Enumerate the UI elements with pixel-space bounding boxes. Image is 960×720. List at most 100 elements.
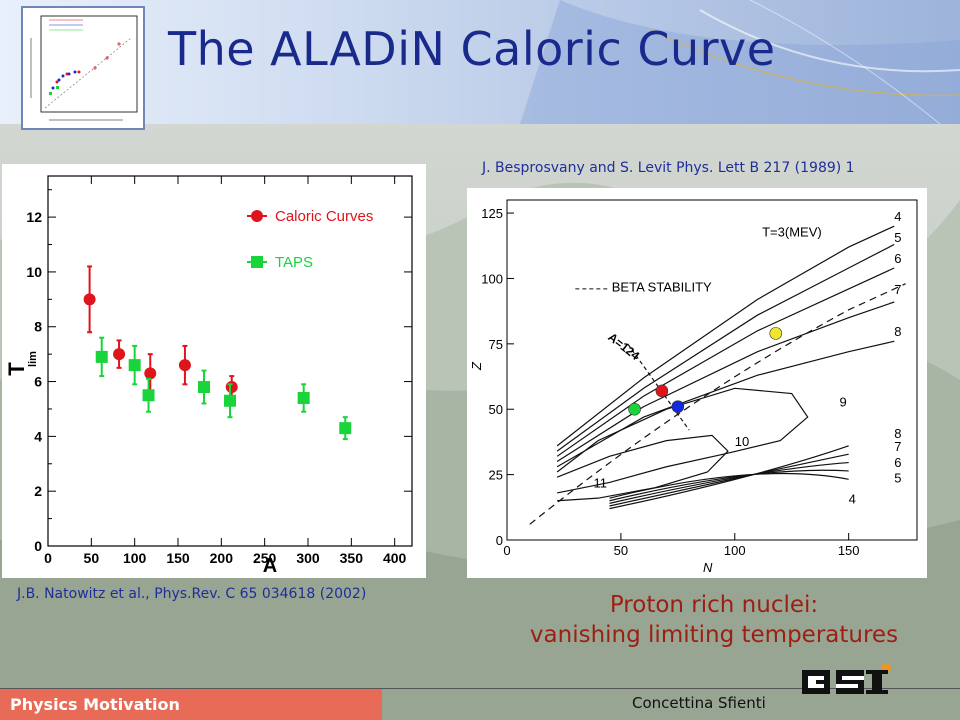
legend-marker-caloric (251, 210, 263, 222)
plot-frame (47, 175, 413, 547)
contour-label: 10 (735, 434, 749, 449)
plot-frame (506, 199, 918, 541)
footer-divider (0, 688, 960, 689)
reference-natowitz: J.B. Natowitz et al., Phys.Rev. C 65 034… (17, 586, 367, 602)
footer-section-label: Physics Motivation (0, 689, 382, 720)
contour-label: 6 (894, 251, 901, 266)
legend-label: TAPS (275, 254, 313, 271)
tlim-vs-a-chart: 0 50 100 150 200 250 300 350 400 0 2 4 6 8 10 12 Calori… (4, 175, 413, 577)
y-tick-label: 10 (26, 264, 42, 280)
data-point-caloric (113, 348, 126, 361)
thumbnail-chart-icon (30, 15, 138, 121)
x-tick-label: 50 (84, 550, 100, 566)
header-decoration (520, 0, 960, 124)
nucleus-marker (671, 400, 685, 413)
nucleus-marker (655, 384, 669, 398)
contour-label: 8 (894, 324, 901, 339)
contour-curve (556, 301, 895, 463)
data-point-taps (297, 392, 310, 404)
x-tick-label: 100 (724, 543, 746, 558)
temperature-label: T=3(MEV) (762, 225, 822, 240)
x-tick-label: 300 (296, 550, 320, 566)
x-tick-label: 250 (253, 550, 277, 566)
y-tick-label: 100 (481, 271, 503, 286)
data-point-caloric (83, 293, 96, 306)
contour-curve (556, 243, 895, 452)
x-tick-label: 100 (123, 550, 147, 566)
contour-label: 7 (894, 439, 901, 454)
y-tick-label: 0 (34, 538, 42, 554)
x-tick-label: 0 (503, 543, 510, 558)
data-point-caloric (144, 367, 157, 380)
thumbnail-caloric-curve-figure (21, 6, 145, 130)
y-axis-label: T lim (4, 351, 39, 376)
legend-marker-taps (251, 256, 263, 268)
chart-panel-n-z-plane: 0 50 100 150 0 25 50 75 100 125 T=3(MEV) BETA STAB… (467, 188, 927, 578)
data-point-taps (142, 389, 155, 402)
svg-text:lim: lim (27, 351, 39, 367)
x-tick-label: 350 (340, 550, 364, 566)
data-point-taps (95, 350, 108, 363)
x-tick-label: 50 (614, 543, 628, 558)
svg-text:T: T (4, 362, 29, 376)
x-tick-label: 0 (44, 550, 52, 566)
chart-panel-tlim-vs-a: 0 50 100 150 200 250 300 350 400 0 2 4 6 8 10 12 Calori… (2, 164, 426, 578)
contour-curve (556, 340, 895, 468)
data-point-taps (224, 394, 236, 407)
x-tick-label: 400 (383, 550, 407, 566)
gsi-logo-icon (802, 663, 891, 694)
x-axis-label: A (263, 555, 277, 577)
contour-curve-lower (609, 461, 849, 504)
data-point-taps (128, 359, 141, 372)
n-axis-label: N (703, 560, 713, 575)
data-point-taps (339, 422, 352, 435)
legend-label: Caloric Curves (275, 208, 373, 225)
y-tick-label: 75 (489, 337, 503, 352)
contour-label: 7 (894, 282, 901, 297)
contour-curve-lower (609, 453, 849, 507)
x-tick-label: 200 (210, 550, 234, 566)
author-name: Concettina Sfienti (632, 694, 766, 712)
contour-curve (556, 225, 895, 447)
y-tick-label: 0 (496, 533, 503, 548)
y-tick-label: 25 (489, 468, 503, 483)
contour-curve-9 (556, 387, 809, 494)
nucleus-marker (769, 327, 783, 340)
contour-label: 5 (894, 230, 901, 245)
y-tick-label: 12 (26, 209, 42, 225)
conclusion-line-2: vanishing limiting temperatures (529, 622, 899, 648)
contour-label: 11 (594, 476, 608, 491)
beta-stability-line (529, 283, 906, 525)
isobar-label: A=124 (605, 330, 642, 363)
y-tick-label: 8 (34, 319, 42, 335)
x-tick-label: 150 (166, 550, 190, 566)
data-point-caloric (225, 381, 238, 394)
y-tick-label: 125 (481, 206, 503, 221)
slide-title: The ALADiN Caloric Curve (168, 22, 776, 76)
contour-label: 9 (840, 395, 847, 410)
contour-label: 6 (894, 455, 901, 470)
contour-label: 4 (894, 209, 901, 224)
contour-curve-10 (556, 434, 729, 502)
reference-besprosvany: J. Besprosvany and S. Levit Phys. Lett B… (482, 160, 855, 176)
y-tick-label: 50 (489, 402, 503, 417)
contour-label: 8 (894, 426, 901, 441)
data-point-caloric (178, 359, 191, 372)
nucleus-marker (628, 402, 641, 416)
contour-label: 5 (894, 470, 901, 485)
y-tick-label: 6 (34, 374, 42, 390)
y-tick-label: 2 (34, 483, 42, 499)
y-tick-label: 4 (34, 428, 42, 444)
header-banner (0, 0, 960, 124)
beta-stability-label: BETA STABILITY (612, 280, 712, 295)
contour-curve (556, 267, 895, 457)
z-axis-label: Z (469, 361, 484, 371)
conclusion-line-1: Proton rich nuclei: (609, 592, 819, 618)
x-tick-label: 150 (838, 543, 860, 558)
contour-label: 4 (849, 491, 856, 506)
conclusion-text: Proton rich nuclei: vanishing limiting t… (482, 590, 946, 650)
contour-curve-lower (609, 472, 849, 499)
data-point-taps (198, 381, 210, 394)
limiting-temperature-contours (529, 225, 906, 525)
